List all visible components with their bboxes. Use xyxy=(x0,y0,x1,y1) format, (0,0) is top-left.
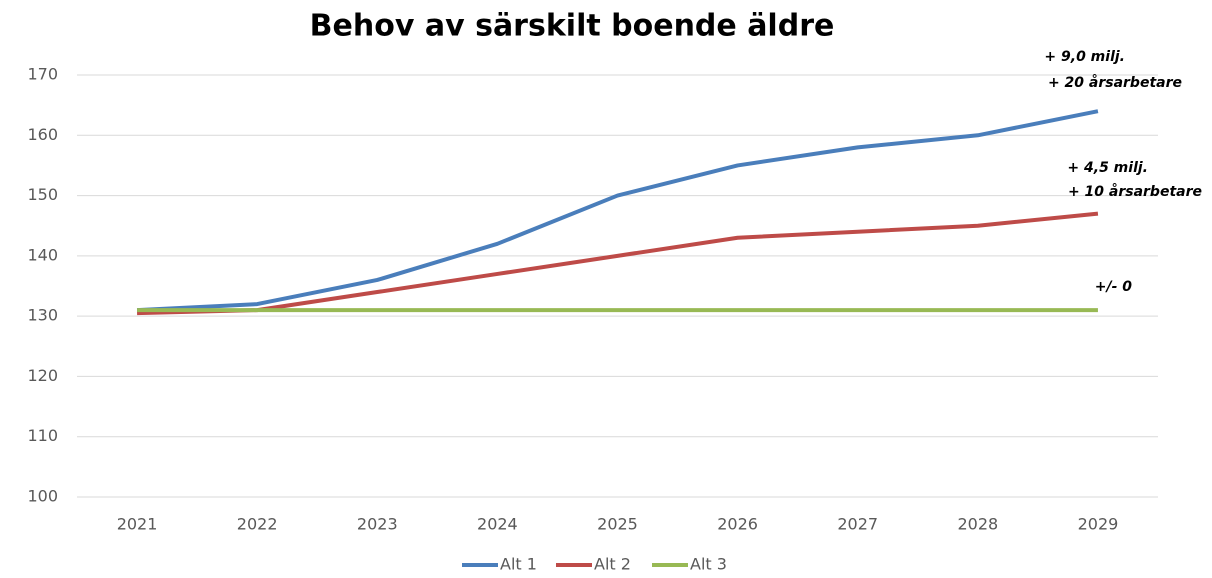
legend-label: Alt 3 xyxy=(690,555,727,574)
x-tick-label: 2023 xyxy=(357,515,398,534)
y-tick-label: 130 xyxy=(27,306,58,325)
legend-label: Alt 1 xyxy=(500,555,537,574)
annotation: + 9,0 milj. xyxy=(1044,49,1125,65)
y-tick-label: 160 xyxy=(27,125,58,144)
annotation: + 4,5 milj. xyxy=(1067,160,1148,176)
legend-label: Alt 2 xyxy=(594,555,631,574)
annotation: +/- 0 xyxy=(1095,279,1133,295)
y-tick-label: 100 xyxy=(27,487,58,506)
x-tick-label: 2025 xyxy=(597,515,638,534)
chart-title: Behov av särskilt boende äldre xyxy=(310,9,835,44)
y-tick-label: 110 xyxy=(27,426,58,445)
data-line xyxy=(137,211,1099,316)
annotation: + 10 årsarbetare xyxy=(1068,183,1202,200)
y-tick-label: 170 xyxy=(27,65,58,84)
y-tick-label: 150 xyxy=(27,185,58,204)
x-tick-label: 2024 xyxy=(477,515,518,534)
x-tick-label: 2027 xyxy=(837,515,878,534)
annotation: + 20 årsarbetare xyxy=(1048,74,1182,91)
x-tick-label: 2026 xyxy=(717,515,758,534)
x-tick-label: 2022 xyxy=(237,515,278,534)
y-tick-label: 140 xyxy=(27,245,58,264)
data-line xyxy=(136,109,1099,313)
y-tick-label: 120 xyxy=(27,366,58,385)
x-tick-label: 2028 xyxy=(957,515,998,534)
x-tick-label: 2029 xyxy=(1078,515,1119,534)
x-tick-label: 2021 xyxy=(117,515,158,534)
